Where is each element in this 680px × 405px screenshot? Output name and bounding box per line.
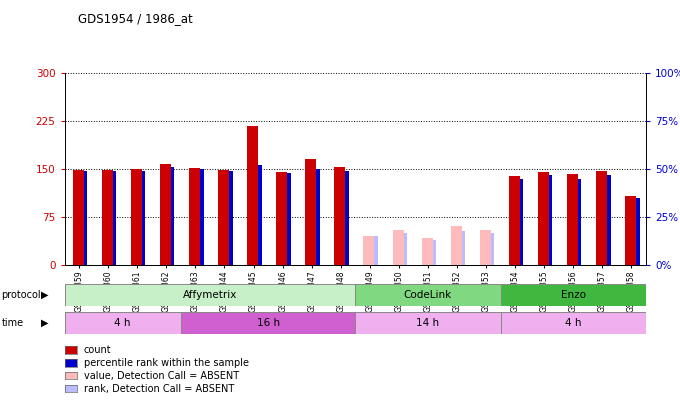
Bar: [491, 232, 494, 265]
Bar: [276, 172, 287, 265]
Bar: [65, 312, 181, 334]
Bar: [200, 169, 203, 265]
Bar: [625, 196, 636, 265]
Text: time: time: [1, 318, 24, 328]
Bar: [142, 171, 146, 265]
Bar: [65, 284, 355, 306]
Bar: [355, 284, 500, 306]
Bar: [171, 167, 175, 265]
Text: rank, Detection Call = ABSENT: rank, Detection Call = ABSENT: [84, 384, 234, 394]
Bar: [258, 165, 262, 265]
Bar: [403, 232, 407, 265]
Bar: [607, 175, 611, 265]
Bar: [500, 312, 646, 334]
Text: Enzo: Enzo: [561, 290, 586, 300]
Text: 16 h: 16 h: [256, 318, 279, 328]
Text: 4 h: 4 h: [114, 318, 131, 328]
Bar: [596, 171, 607, 265]
Bar: [355, 312, 500, 334]
Bar: [636, 198, 640, 265]
Bar: [392, 230, 403, 265]
Bar: [578, 179, 581, 265]
Bar: [287, 173, 291, 265]
Bar: [479, 230, 491, 265]
Bar: [422, 238, 432, 265]
Bar: [189, 168, 200, 265]
Text: Affymetrix: Affymetrix: [183, 290, 237, 300]
Bar: [181, 312, 355, 334]
Text: CodeLink: CodeLink: [404, 290, 452, 300]
Bar: [363, 237, 375, 265]
Bar: [567, 174, 578, 265]
Text: GDS1954 / 1986_at: GDS1954 / 1986_at: [78, 12, 193, 25]
Bar: [73, 171, 84, 265]
Bar: [509, 175, 520, 265]
Bar: [432, 240, 436, 265]
Text: ▶: ▶: [41, 318, 48, 328]
Bar: [538, 172, 549, 265]
Bar: [247, 126, 258, 265]
Bar: [462, 231, 465, 265]
Bar: [305, 160, 316, 265]
Text: 4 h: 4 h: [565, 318, 581, 328]
Bar: [500, 284, 646, 306]
Bar: [229, 171, 233, 265]
Bar: [451, 226, 462, 265]
Bar: [84, 171, 87, 265]
Text: protocol: protocol: [1, 290, 41, 300]
Bar: [345, 171, 349, 265]
Bar: [160, 164, 171, 265]
Bar: [218, 171, 229, 265]
Text: percentile rank within the sample: percentile rank within the sample: [84, 358, 249, 368]
Bar: [316, 169, 320, 265]
Text: ▶: ▶: [41, 290, 48, 300]
Bar: [549, 175, 552, 265]
Bar: [335, 166, 345, 265]
Text: 14 h: 14 h: [416, 318, 439, 328]
Bar: [113, 171, 116, 265]
Text: count: count: [84, 345, 112, 355]
Text: value, Detection Call = ABSENT: value, Detection Call = ABSENT: [84, 371, 239, 381]
Bar: [102, 171, 113, 265]
Bar: [131, 169, 142, 265]
Bar: [375, 237, 378, 265]
Bar: [520, 179, 524, 265]
